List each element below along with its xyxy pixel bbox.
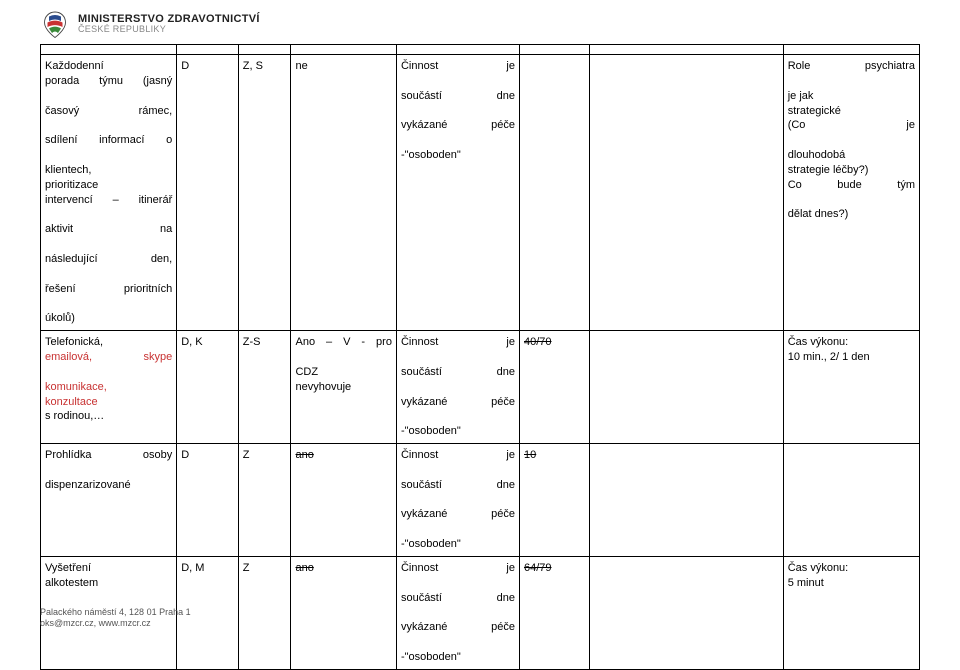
col-3: Z	[238, 444, 291, 557]
col-5: Činnost jesoučástí dnevykázané péče-"oso…	[396, 444, 519, 557]
page-header: MINISTERSTVO ZDRAVOTNICTVÍ ČESKÉ REPUBLI…	[0, 0, 960, 44]
table-row: Každodenníporada týmu (jasnýčasový rámec…	[41, 55, 920, 331]
col-activity: Telefonická,emailová, skypekomunikace,ko…	[41, 331, 177, 444]
col-6: 10	[520, 444, 590, 557]
table-row: Telefonická,emailová, skypekomunikace,ko…	[41, 331, 920, 444]
col-5: Činnost jesoučástí dnevykázané péče-"oso…	[396, 557, 519, 670]
ministry-logo-icon	[40, 9, 70, 39]
col-7	[590, 331, 783, 444]
col-4: ano	[291, 557, 396, 670]
col-3: Z, S	[238, 55, 291, 331]
table-container: Každodenníporada týmu (jasnýčasový rámec…	[0, 44, 960, 670]
col-3: Z	[238, 557, 291, 670]
table-row: Prohlídka osobydispenzarizovanéDZanoČinn…	[41, 444, 920, 557]
col-8: Čas výkonu:10 min., 2/ 1 den	[783, 331, 919, 444]
col-5: Činnost jesoučástí dnevykázané péče-"oso…	[396, 55, 519, 331]
republic-name: ČESKÉ REPUBLIKY	[78, 25, 260, 35]
col-4: Ano – V - proCDZnevyhovuje	[291, 331, 396, 444]
col-5: Činnost jesoučástí dnevykázané péče-"oso…	[396, 331, 519, 444]
col-2: D, K	[177, 331, 239, 444]
col-3: Z-S	[238, 331, 291, 444]
col-8: Role psychiatraje jakstrategické(Co jedl…	[783, 55, 919, 331]
col-4: ne	[291, 55, 396, 331]
col-8	[783, 444, 919, 557]
col-2: D	[177, 55, 239, 331]
col-6	[520, 55, 590, 331]
col-7	[590, 557, 783, 670]
col-activity: Každodenníporada týmu (jasnýčasový rámec…	[41, 55, 177, 331]
col-7	[590, 55, 783, 331]
col-activity: Prohlídka osobydispenzarizované	[41, 444, 177, 557]
page-footer: Palackého náměstí 4, 128 01 Praha 1 oks@…	[40, 607, 191, 630]
spacer-row	[41, 45, 920, 55]
header-text: MINISTERSTVO ZDRAVOTNICTVÍ ČESKÉ REPUBLI…	[78, 13, 260, 35]
footer-contact: oks@mzcr.cz, www.mzcr.cz	[40, 618, 191, 630]
col-2: D	[177, 444, 239, 557]
table-body: Každodenníporada týmu (jasnýčasový rámec…	[41, 45, 920, 670]
data-table: Každodenníporada týmu (jasnýčasový rámec…	[40, 44, 920, 670]
col-7	[590, 444, 783, 557]
col-4: ano	[291, 444, 396, 557]
col-8: Čas výkonu:5 minut	[783, 557, 919, 670]
col-6: 64/79	[520, 557, 590, 670]
col-6: 40/70	[520, 331, 590, 444]
footer-address: Palackého náměstí 4, 128 01 Praha 1	[40, 607, 191, 619]
